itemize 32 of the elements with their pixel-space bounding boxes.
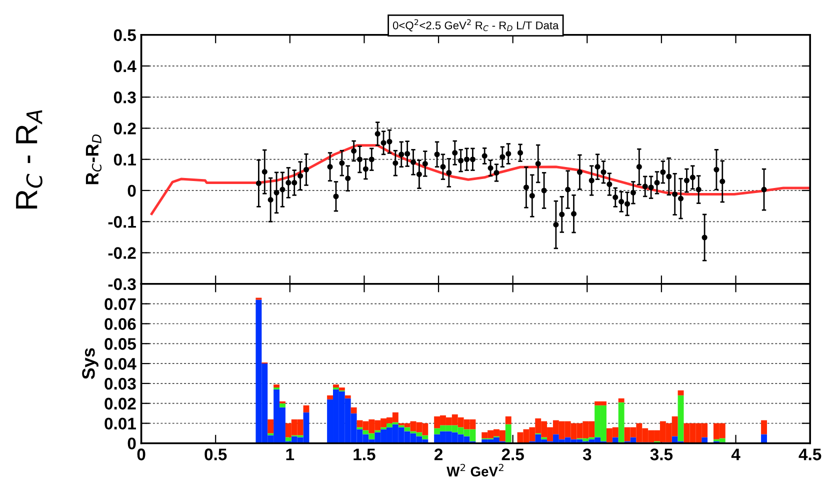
x-tick-label: 4 xyxy=(731,448,740,460)
y-tick-label: 0.06 xyxy=(104,318,136,330)
y-tick-label: 0.4 xyxy=(114,60,136,72)
y-axis-title: Sys xyxy=(82,348,98,380)
x-tick-label: 4.5 xyxy=(798,448,822,460)
x-tick-label: 3 xyxy=(582,448,592,460)
y-tick-label: -0.2 xyxy=(108,247,136,259)
y-tick-label: 0.01 xyxy=(104,418,136,430)
y-axis-title: R$_{C}$-R$_{D}$ xyxy=(86,134,102,184)
y-tick-label: 0.1 xyxy=(114,154,136,166)
x-tick-label: 2.5 xyxy=(502,448,524,460)
x-tick-label: 1.5 xyxy=(354,448,376,460)
x-tick-label: 1 xyxy=(286,448,294,460)
y-tick-label: 0.07 xyxy=(104,298,136,310)
y-tick-label: 0.2 xyxy=(114,122,136,134)
y-tick-label: 0 xyxy=(128,438,136,450)
x-tick-label: 0 xyxy=(137,448,146,460)
x-tick-label: 3.5 xyxy=(650,448,673,460)
y-tick-label: 0.03 xyxy=(104,378,136,390)
y-tick-label: 0.04 xyxy=(104,358,136,370)
text: R$_{C}$ - R$_{A}$ xyxy=(16,110,42,208)
y-tick-label: 0 xyxy=(128,184,136,197)
y-tick-label: 0.5 xyxy=(114,29,136,42)
y-tick-label: 0.02 xyxy=(104,398,136,410)
x-axis-title: W$^{2}$ GeV$^{2}$ xyxy=(446,464,504,476)
y-tick-label: -0.3 xyxy=(108,278,136,290)
x-tick-label: 2 xyxy=(434,448,442,460)
y-tick-label: 0.3 xyxy=(114,92,136,104)
y-tick-label: -0.1 xyxy=(108,216,136,228)
x-tick-label: 0.5 xyxy=(204,448,227,460)
y-tick-label: 0.05 xyxy=(104,338,136,350)
chart-title: 0<Q$^{2}$<2.5 GeV$^{2}$ R$_{C}$ - R$_{D}$ L/T Data xyxy=(392,19,559,32)
